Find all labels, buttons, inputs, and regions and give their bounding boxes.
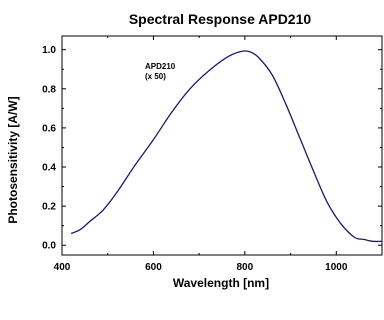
series-layer bbox=[70, 50, 383, 243]
y-axis-label: Photosensitivity [A/W] bbox=[6, 96, 20, 223]
annotation-line-1: APD210 bbox=[145, 62, 176, 71]
x-tick-label: 800 bbox=[237, 262, 254, 273]
y-axis-ticks: 0.0 0.2 0.4 0.6 0.8 1.0 bbox=[42, 45, 382, 252]
y-tick-label: 0.6 bbox=[42, 123, 56, 134]
y-tick-label: 0.2 bbox=[42, 202, 56, 213]
x-axis-label: Wavelength [nm] bbox=[173, 276, 269, 290]
x-tick-label: 600 bbox=[145, 262, 162, 273]
x-axis-ticks: 400 600 800 1000 bbox=[54, 36, 348, 273]
y-tick-label: 0.8 bbox=[42, 84, 56, 95]
x-tick-label: 1000 bbox=[325, 262, 348, 273]
plot-border bbox=[61, 35, 383, 256]
y-tick-label: 0.0 bbox=[42, 241, 56, 252]
series-line-0 bbox=[70, 50, 383, 243]
y-tick-label: 0.4 bbox=[42, 163, 56, 174]
y-tick-label: 1.0 bbox=[42, 45, 56, 56]
annotation-line-2: (x 50) bbox=[145, 72, 166, 81]
plot-frame bbox=[61, 35, 383, 256]
x-tick-label: 400 bbox=[54, 262, 71, 273]
chart-title: Spectral Response APD210 bbox=[129, 11, 312, 27]
